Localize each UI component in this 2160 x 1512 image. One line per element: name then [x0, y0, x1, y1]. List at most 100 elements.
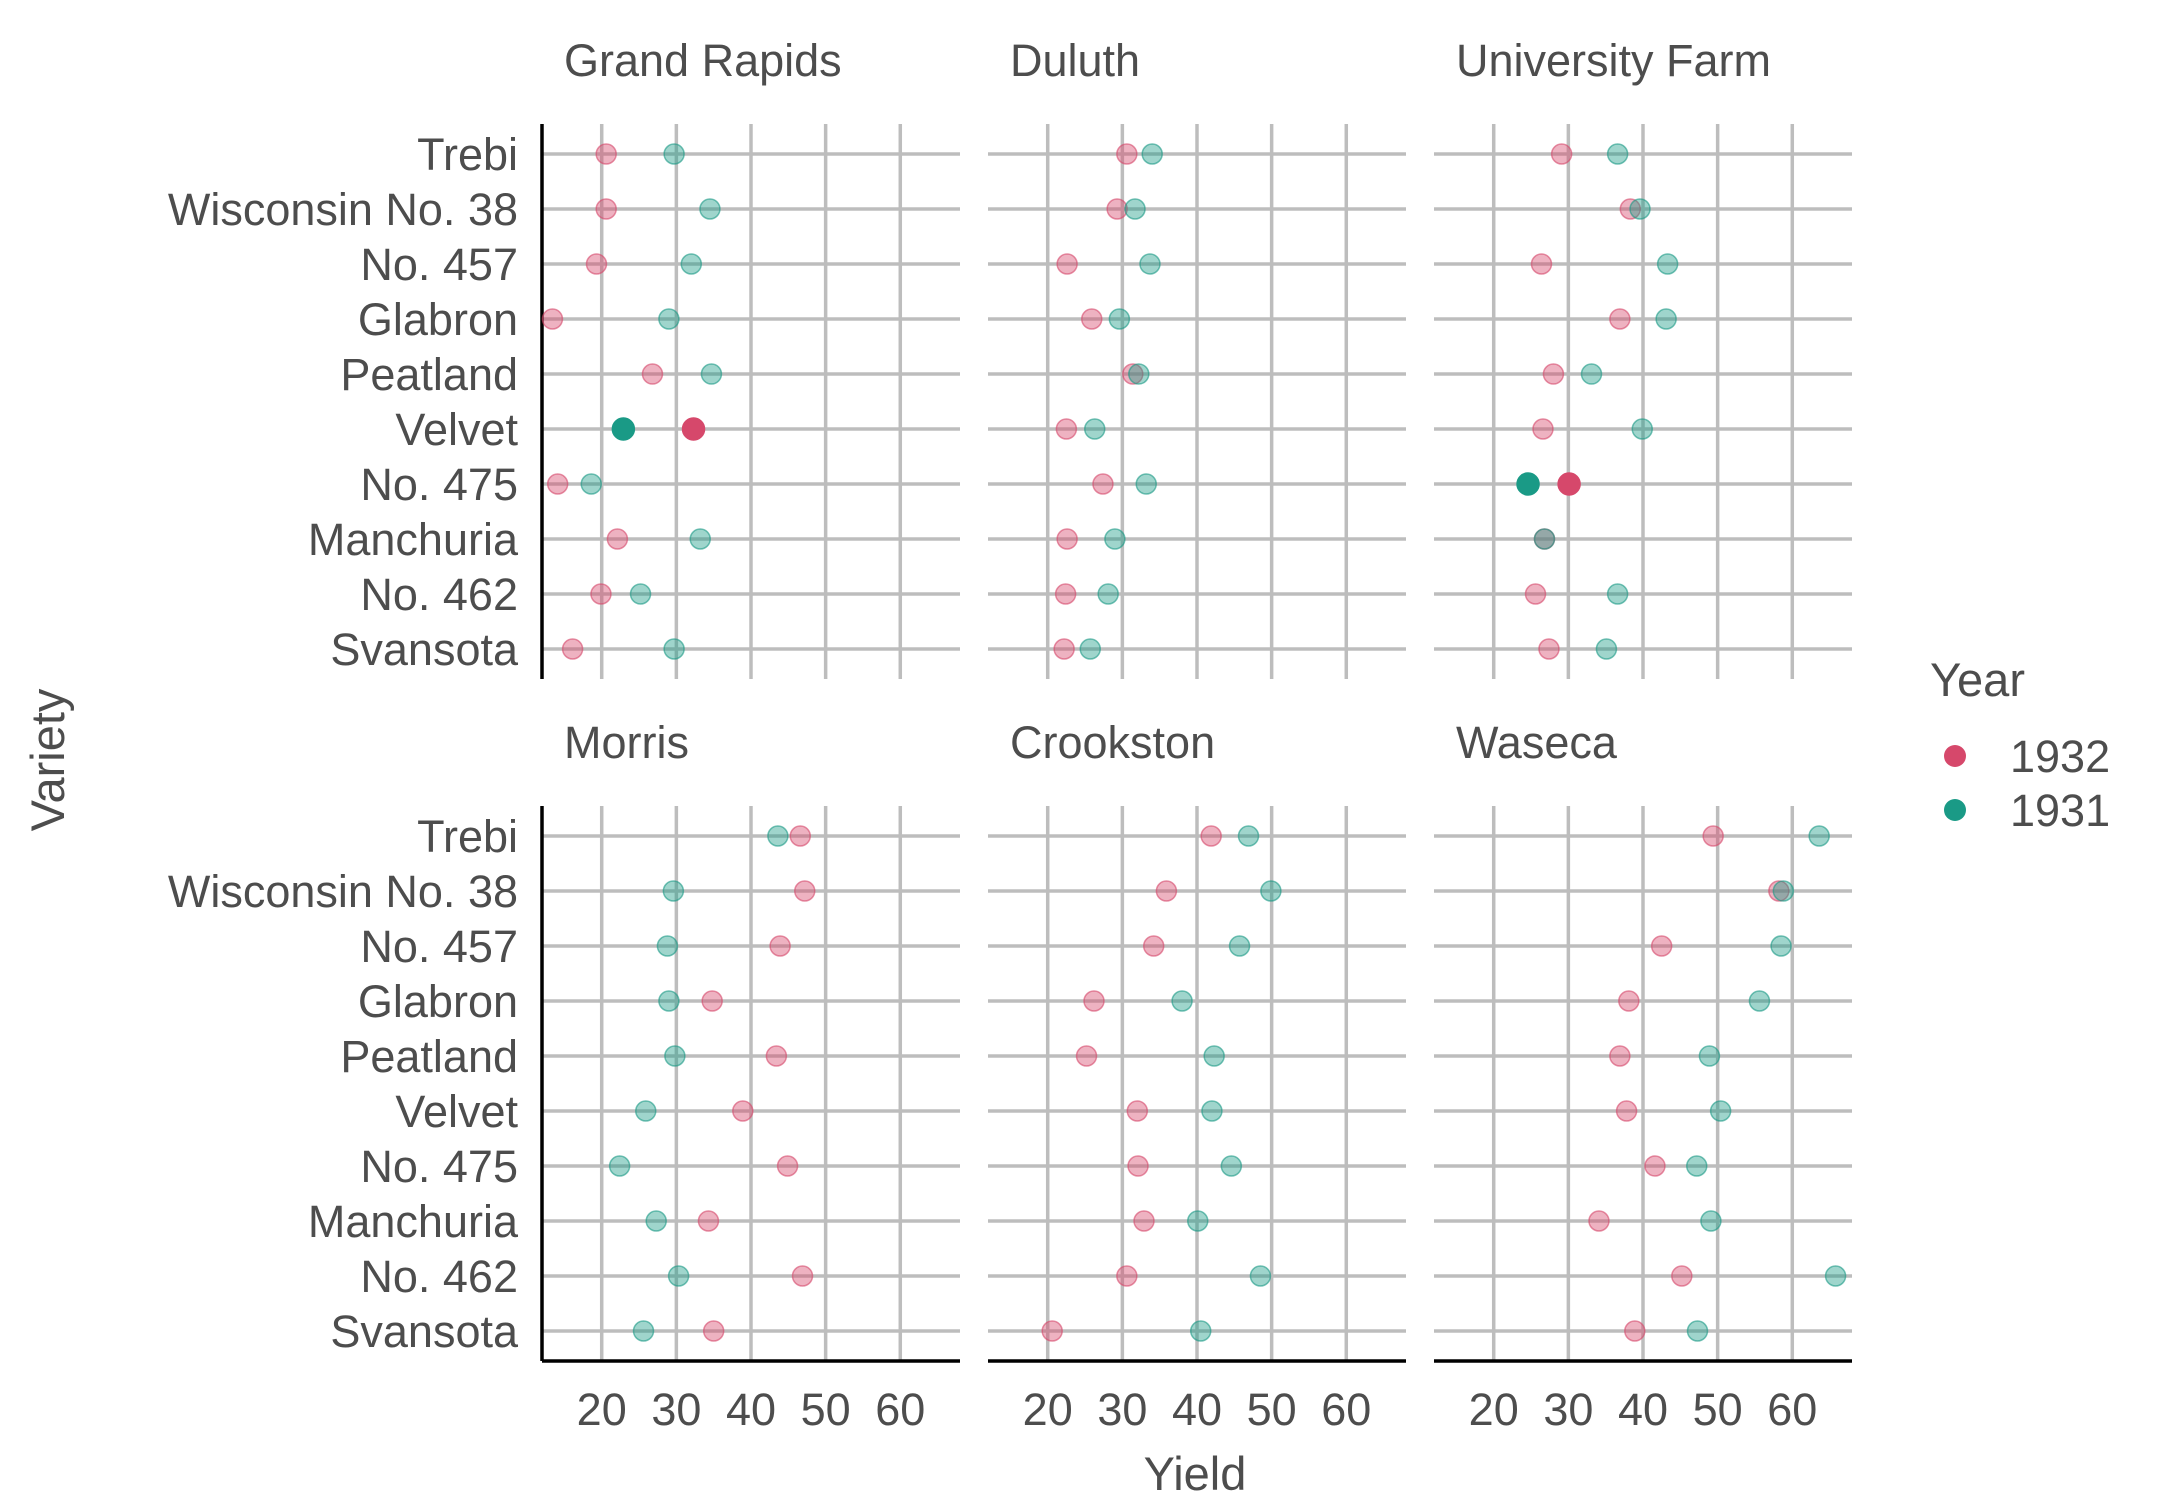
point-1932: [1056, 253, 1078, 275]
point-1931: [608, 1155, 631, 1177]
point-1931: [1533, 528, 1556, 550]
x-tick-label: 60: [1321, 1384, 1371, 1435]
facet-university-farm: University Farm: [1434, 35, 1852, 679]
point-1931: [1748, 990, 1771, 1012]
point-1932: [1122, 363, 1144, 385]
y-tick-label: No. 457: [360, 921, 518, 972]
point-1931: [1104, 528, 1126, 550]
facet-duluth: Duluth: [988, 35, 1406, 679]
point-1932: [793, 880, 816, 902]
point-1932: [1532, 418, 1554, 440]
x-tick-label: 50: [1693, 1384, 1743, 1435]
point-1932: [1530, 253, 1553, 275]
point-1932: [1557, 472, 1581, 496]
x-tick-label: 30: [651, 1384, 701, 1435]
point-1932: [701, 990, 723, 1012]
x-tick-label: 60: [1767, 1384, 1817, 1435]
point-1932: [1127, 1155, 1149, 1177]
y-tick-label: No. 462: [360, 569, 518, 620]
point-1931: [1139, 253, 1161, 275]
point-1932: [606, 528, 629, 550]
y-tick-label: Trebi: [417, 129, 518, 180]
y-tick-label: Velvet: [395, 404, 518, 455]
point-1932: [776, 1155, 799, 1177]
point-1931: [658, 990, 680, 1012]
point-1931: [1237, 825, 1260, 847]
point-1932: [1155, 880, 1178, 902]
facet-title: Grand Rapids: [564, 35, 842, 86]
y-tick-label: Trebi: [417, 811, 518, 862]
point-1931: [1249, 1265, 1272, 1287]
point-1931: [629, 583, 652, 605]
point-1932: [1702, 825, 1724, 847]
x-tick-label: 20: [1023, 1384, 1073, 1435]
point-1931: [1097, 583, 1119, 605]
y-tick-label: Manchuria: [308, 514, 519, 565]
y-tick-label: Manchuria: [308, 1196, 519, 1247]
point-1931: [767, 825, 789, 847]
point-1931: [1124, 198, 1146, 220]
point-1931: [689, 528, 711, 550]
point-1931: [1606, 583, 1629, 605]
point-1932: [1133, 1210, 1155, 1232]
facet-crookston: Crookston 20 30 40 50 60: [988, 717, 1406, 1435]
x-axis-title: Yield: [1144, 1447, 1247, 1500]
point-1932: [1650, 935, 1673, 957]
legend-key-1931: [1944, 799, 1966, 821]
point-1931: [1824, 1265, 1847, 1287]
point-1932: [769, 935, 791, 957]
x-tick-label: 40: [1172, 1384, 1222, 1435]
point-1932: [585, 253, 608, 275]
point-1931: [663, 143, 685, 165]
point-1931: [1108, 308, 1131, 330]
point-1932: [1615, 1100, 1638, 1122]
x-tick-label: 40: [1618, 1384, 1668, 1435]
point-1931: [645, 1210, 667, 1232]
point-1932: [1106, 198, 1128, 220]
point-1931: [1516, 472, 1540, 496]
point-1932: [791, 1265, 814, 1287]
x-tick-label: 40: [726, 1384, 776, 1435]
point-1932: [1609, 308, 1631, 330]
y-tick-label: Velvet: [395, 1086, 518, 1137]
legend-key-1932: [1944, 745, 1966, 767]
y-tick-label: Glabron: [358, 976, 518, 1027]
point-1932: [595, 143, 617, 165]
point-1931: [667, 1265, 690, 1287]
point-1932: [541, 308, 564, 330]
point-1931: [611, 417, 636, 441]
point-1932: [1056, 528, 1078, 550]
point-1932: [561, 638, 584, 660]
point-1932: [1054, 583, 1077, 605]
point-1932: [1524, 583, 1547, 605]
y-tick-label: Peatland: [340, 1031, 518, 1082]
point-1932: [1624, 1320, 1646, 1342]
y-axis-title: Variety: [21, 688, 74, 831]
point-1932: [697, 1210, 720, 1232]
facet-title: Duluth: [1010, 35, 1140, 86]
point-1931: [1201, 1100, 1223, 1122]
point-1932: [595, 198, 617, 220]
point-1931: [1629, 198, 1651, 220]
x-tick-label: 50: [801, 1384, 851, 1435]
point-1932: [1618, 990, 1640, 1012]
point-1932: [1550, 143, 1573, 165]
y-tick-label: Wisconsin No. 38: [168, 184, 518, 235]
point-1931: [1228, 935, 1251, 957]
x-tick-label: 60: [875, 1384, 925, 1435]
point-1932: [546, 473, 569, 495]
point-1931: [1686, 1320, 1709, 1342]
point-1931: [1656, 253, 1679, 275]
y-tick-label: Glabron: [358, 294, 518, 345]
point-1931: [663, 638, 685, 660]
point-1931: [699, 198, 721, 220]
point-1932: [1142, 935, 1165, 957]
point-1932: [789, 825, 812, 847]
point-1931: [1772, 880, 1795, 902]
